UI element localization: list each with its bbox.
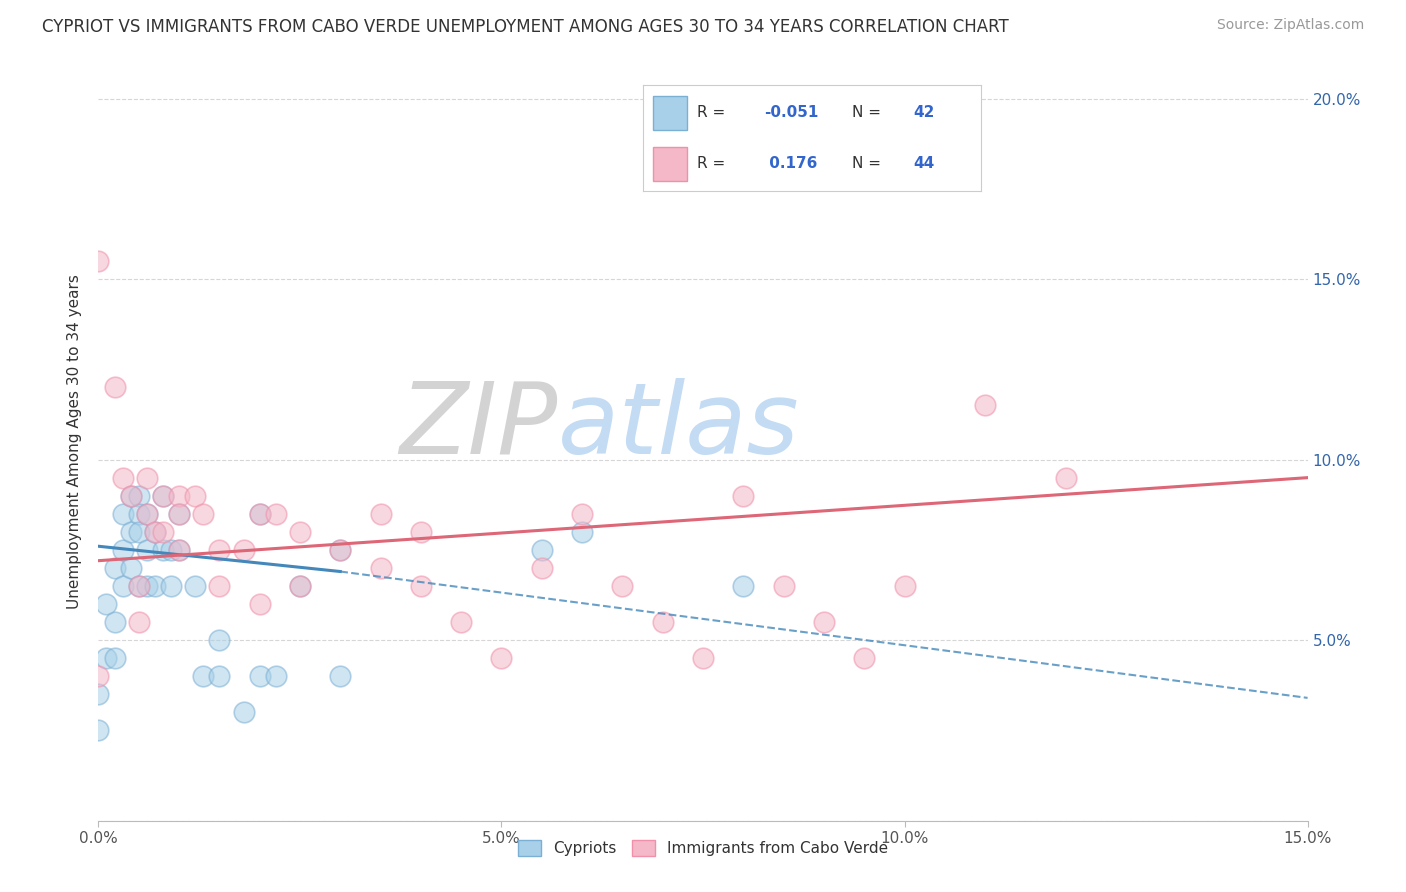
Point <box>120 561 142 575</box>
Point <box>409 579 432 593</box>
Point <box>733 579 755 593</box>
Point <box>193 669 215 683</box>
Point <box>193 507 215 521</box>
Point <box>264 507 287 521</box>
Point <box>128 615 150 629</box>
Point <box>128 507 150 521</box>
Point <box>96 597 118 611</box>
Point <box>288 579 311 593</box>
Point <box>128 579 150 593</box>
Point <box>208 579 231 593</box>
Point <box>530 561 553 575</box>
Point <box>111 470 134 484</box>
Point <box>167 542 190 557</box>
Point <box>103 561 125 575</box>
Point <box>167 507 190 521</box>
Point <box>111 542 134 557</box>
Point <box>329 542 352 557</box>
Point <box>87 723 110 738</box>
Point <box>152 524 174 539</box>
Point <box>232 706 254 720</box>
Point <box>143 524 166 539</box>
Point <box>329 669 352 683</box>
Point <box>772 579 794 593</box>
Point <box>853 651 876 665</box>
Point <box>491 651 513 665</box>
Text: Source: ZipAtlas.com: Source: ZipAtlas.com <box>1216 18 1364 32</box>
Point <box>128 579 150 593</box>
Point <box>152 489 174 503</box>
Point <box>692 651 714 665</box>
Point <box>370 561 392 575</box>
Point <box>409 524 432 539</box>
Point <box>571 507 593 521</box>
Point <box>208 633 231 648</box>
Point <box>167 507 190 521</box>
Point <box>135 470 157 484</box>
Point <box>329 542 352 557</box>
Point <box>152 542 174 557</box>
Text: atlas: atlas <box>558 378 800 475</box>
Text: CYPRIOT VS IMMIGRANTS FROM CABO VERDE UNEMPLOYMENT AMONG AGES 30 TO 34 YEARS COR: CYPRIOT VS IMMIGRANTS FROM CABO VERDE UN… <box>42 18 1010 36</box>
Point <box>120 489 142 503</box>
Point <box>264 669 287 683</box>
Point <box>111 507 134 521</box>
Point <box>128 524 150 539</box>
Point <box>249 507 271 521</box>
Point <box>152 489 174 503</box>
Point <box>135 507 157 521</box>
Point <box>184 579 207 593</box>
Point <box>184 489 207 503</box>
Point <box>160 579 183 593</box>
Point <box>103 615 125 629</box>
Point <box>232 542 254 557</box>
Point <box>135 507 157 521</box>
Point <box>143 579 166 593</box>
Point <box>128 489 150 503</box>
Point <box>87 687 110 701</box>
Point <box>143 524 166 539</box>
Point <box>370 507 392 521</box>
Point <box>571 524 593 539</box>
Point <box>612 579 634 593</box>
Point <box>450 615 472 629</box>
Point <box>208 542 231 557</box>
Point <box>167 542 190 557</box>
Point <box>651 615 673 629</box>
Point <box>160 542 183 557</box>
Point <box>893 579 915 593</box>
Y-axis label: Unemployment Among Ages 30 to 34 years: Unemployment Among Ages 30 to 34 years <box>67 274 83 609</box>
Point <box>974 399 997 413</box>
Point <box>1054 470 1077 484</box>
Point <box>249 669 271 683</box>
Point <box>96 651 118 665</box>
Point <box>733 489 755 503</box>
Point <box>87 254 110 268</box>
Point <box>120 524 142 539</box>
Point <box>288 524 311 539</box>
Point <box>103 380 125 394</box>
Point <box>167 489 190 503</box>
Point <box>249 597 271 611</box>
Point <box>813 615 835 629</box>
Legend: Cypriots, Immigrants from Cabo Verde: Cypriots, Immigrants from Cabo Verde <box>512 834 894 863</box>
Point <box>135 542 157 557</box>
Point <box>135 579 157 593</box>
Point <box>249 507 271 521</box>
Point <box>111 579 134 593</box>
Point <box>530 542 553 557</box>
Point <box>103 651 125 665</box>
Point <box>208 669 231 683</box>
Point <box>120 489 142 503</box>
Point <box>288 579 311 593</box>
Point <box>87 669 110 683</box>
Text: ZIP: ZIP <box>399 378 558 475</box>
